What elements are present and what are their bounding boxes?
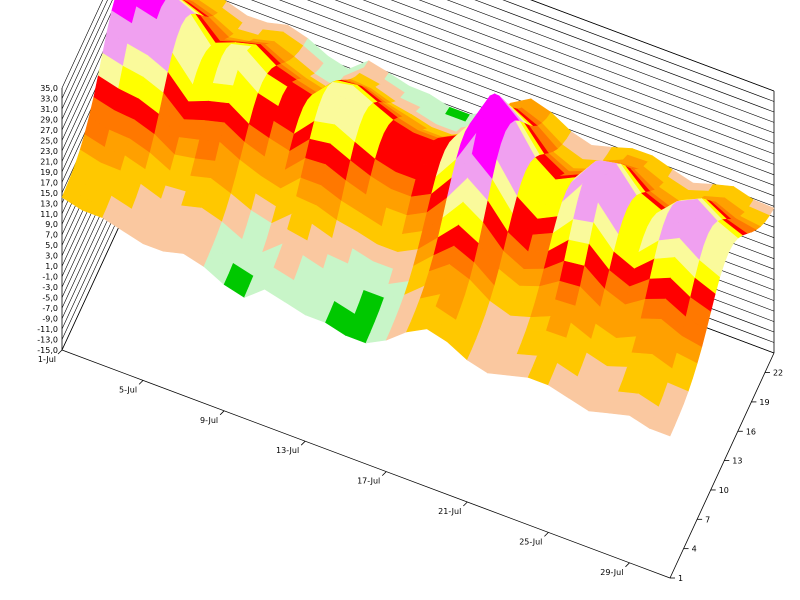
z-tick-label: 35,0: [40, 84, 58, 93]
x-tick-mark: [625, 562, 630, 568]
z-gridline: [61, 0, 775, 92]
z-tick-label: -13,0: [37, 336, 58, 345]
y-tick-label: 22: [773, 369, 783, 378]
surface-patch: [187, 0, 198, 3]
x-tick-mark: [463, 501, 468, 507]
x-tick-label: 29-Jul: [600, 568, 623, 577]
z-tick-label: 15,0: [40, 189, 58, 198]
z-tick-label: 27,0: [40, 126, 58, 135]
box-edge: [61, 349, 671, 579]
z-tick-label: 23,0: [40, 147, 58, 156]
y-tick-label: 10: [719, 486, 729, 495]
box-edge: [669, 352, 775, 579]
z-tick-label: -7,0: [42, 304, 58, 313]
z-gridline: [61, 0, 775, 102]
z-tick-label: -15,0: [37, 346, 58, 355]
x-tick-label: 21-Jul: [438, 507, 461, 516]
z-gridline: [61, 0, 775, 113]
y-tick-label: 16: [746, 427, 756, 436]
z-tick-label: 17,0: [40, 178, 58, 187]
z-tick-label: 33,0: [40, 94, 58, 103]
x-tick-mark: [300, 440, 306, 446]
z-tick-label: 25,0: [40, 136, 58, 145]
z-tick-label: 3,0: [45, 252, 58, 261]
z-tick-label: 31,0: [40, 105, 58, 114]
z-tick-label: 21,0: [40, 157, 58, 166]
z-tick-label: 9,0: [45, 220, 58, 229]
z-tick-label: 19,0: [40, 168, 58, 177]
x-tick-label: 17-Jul: [357, 477, 380, 486]
z-axis-tick-labels: 35,033,0 31,029,0 27,025,0 23,021,0 19,017,0…: [37, 84, 58, 355]
x-tick-label: 9-Jul: [200, 416, 218, 425]
x-tick-mark: [138, 380, 144, 385]
z-tick-label: -9,0: [42, 315, 58, 324]
x-tick-mark: [57, 349, 63, 355]
y-tick-label: 4: [692, 545, 697, 554]
x-tick-mark: [544, 532, 549, 537]
y-tick-label: 1: [678, 574, 683, 583]
z-tick-label: -11,0: [37, 325, 58, 334]
x-tick-label: 1-Jul: [38, 355, 56, 364]
surface-patch: [649, 417, 675, 437]
z-tick-label: 1,0: [45, 262, 58, 271]
z-gridline: [61, 0, 775, 144]
z-tick-label: -3,0: [42, 283, 58, 292]
y-tick-label: 7: [705, 515, 710, 524]
x-tick-label: 5-Jul: [119, 385, 137, 394]
z-gridline: [61, 0, 775, 123]
x-axis-tick-labels: 1-Jul 5-Jul 9-Jul 13-Jul 17-Jul 21-Jul 25-Jul 2…: [38, 349, 630, 577]
x-tick-label: 13-Jul: [276, 446, 299, 455]
z-tick-label: 7,0: [45, 231, 58, 240]
z-gridline: [61, 0, 775, 155]
z-tick-label: 29,0: [40, 115, 58, 124]
z-tick-label: -5,0: [42, 294, 58, 303]
temperature-surface: [61, 0, 775, 437]
y-axis-tick-labels: 1 4 7 10 13 16 19 22: [670, 369, 783, 583]
y-tick-label: 13: [732, 457, 742, 466]
z-tick-label: -1,0: [42, 273, 58, 282]
z-tick-label: 5,0: [45, 241, 58, 250]
z-gridline: [61, 0, 775, 134]
x-tick-mark: [219, 410, 225, 416]
z-tick-label: 11,0: [40, 210, 58, 219]
y-tick-label: 19: [759, 398, 769, 407]
z-tick-label: 13,0: [40, 199, 58, 208]
x-tick-label: 25-Jul: [519, 537, 542, 546]
x-tick-mark: [381, 471, 387, 476]
